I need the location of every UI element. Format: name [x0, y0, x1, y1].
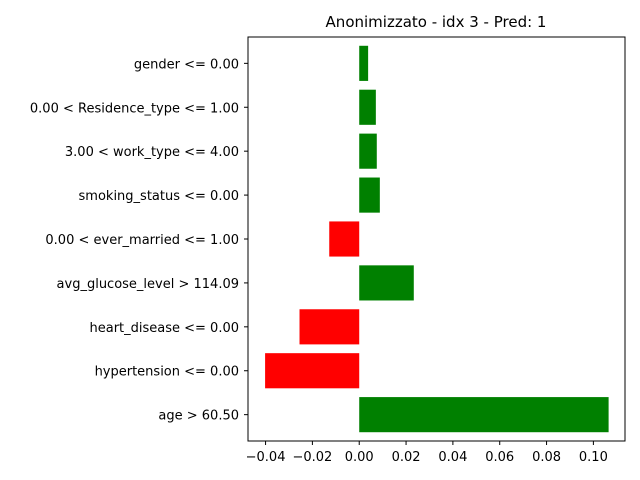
- x-tick-label-3: 0.02: [392, 450, 421, 465]
- bar-4: [329, 221, 360, 257]
- y-tick-label-0: age > 60.50: [158, 409, 239, 424]
- bar-1: [265, 353, 360, 389]
- y-tick-label-5: smoking_status <= 0.00: [79, 189, 239, 204]
- bar-7: [359, 89, 376, 125]
- y-tick-label-8: gender <= 0.00: [134, 57, 239, 72]
- x-tick-label-5: 0.06: [485, 450, 514, 465]
- bar-0: [359, 397, 609, 433]
- x-ticks-layer: −0.04 −0.02 0.00 0.02 0.04 0.06 0.08 0.10: [246, 441, 608, 465]
- x-tick-label-0: −0.04: [246, 450, 286, 465]
- y-tick-label-1: hypertension <= 0.00: [95, 365, 239, 380]
- chart-title: Anonimizzato - idx 3 - Pred: 1: [326, 13, 547, 31]
- bar-6: [359, 133, 377, 169]
- bar-8: [359, 45, 369, 81]
- y-tick-label-6: 3.00 < work_type <= 4.00: [65, 145, 239, 160]
- x-tick-label-7: 0.10: [579, 450, 608, 465]
- x-tick-label-6: 0.08: [532, 450, 561, 465]
- bar-2: [299, 309, 360, 345]
- y-tick-label-7: 0.00 < Residence_type <= 1.00: [30, 101, 239, 116]
- x-tick-label-1: −0.02: [292, 450, 332, 465]
- x-tick-label-2: 0.00: [345, 450, 374, 465]
- y-ticks-layer: age > 60.50 hypertension <= 0.00 heart_dis…: [30, 57, 248, 424]
- bar-5: [359, 177, 380, 213]
- bar-3: [359, 265, 414, 301]
- y-tick-label-2: heart_disease <= 0.00: [89, 321, 239, 336]
- y-tick-label-4: 0.00 < ever_married <= 1.00: [45, 233, 239, 248]
- bars-layer: [265, 45, 609, 433]
- x-tick-label-4: 0.04: [438, 450, 467, 465]
- y-tick-label-3: avg_glucose_level > 114.09: [57, 277, 239, 292]
